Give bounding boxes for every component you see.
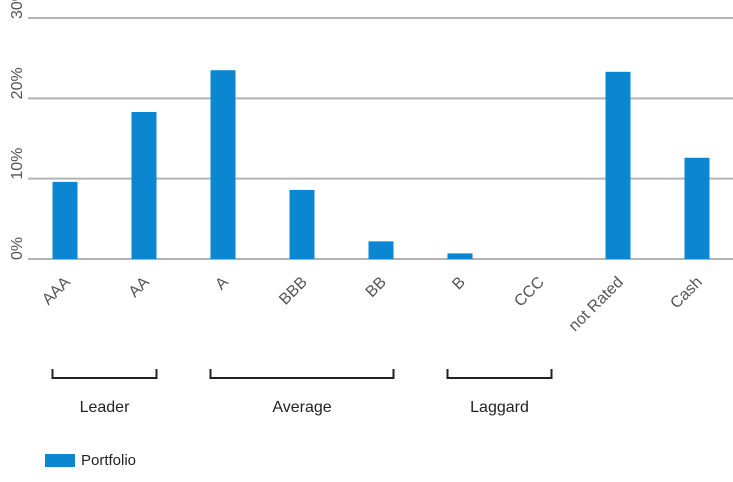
bar-aaa: [52, 181, 78, 259]
x-tick-label: A: [212, 274, 232, 294]
x-tick-label: Cash: [667, 274, 705, 312]
x-tick-label: AAA: [39, 274, 74, 309]
x-tick-label: CCC: [511, 274, 548, 311]
y-tick-labels: 0% 10% 20% 30%: [9, 0, 26, 260]
y-tick-label: 30%: [9, 0, 26, 19]
bar-bbb: [289, 189, 315, 259]
y-tick-label: 10%: [9, 148, 26, 180]
x-tick-label: BBB: [276, 274, 311, 309]
bar-b: [447, 253, 473, 259]
bar-aa: [131, 111, 157, 260]
bar-a: [210, 70, 236, 259]
group-bracket-laggard: [446, 369, 553, 379]
legend: Portfolio: [45, 452, 136, 469]
x-tick-label: not Rated: [566, 274, 627, 335]
group-bracket-leader: [51, 369, 158, 379]
bars: [52, 70, 710, 260]
x-tick-label: AA: [126, 274, 153, 301]
legend-swatch-portfolio: [45, 454, 75, 467]
group-bracket-average: [209, 369, 395, 379]
x-tick-label: BB: [363, 274, 390, 301]
x-tick-label: B: [449, 274, 469, 294]
bar-not-rated: [605, 71, 631, 259]
bar-bb: [368, 241, 394, 259]
group-label-leader: Leader: [80, 399, 130, 416]
y-tick-label: 0%: [9, 237, 26, 260]
x-tick-labels: AAA AA A BBB BB B CCC not Rated Cash: [39, 274, 706, 335]
group-label-laggard: Laggard: [470, 399, 529, 416]
category-groups: Leader Average Laggard: [51, 369, 553, 416]
bar-cash: [684, 157, 710, 259]
legend-label-portfolio: Portfolio: [81, 452, 137, 469]
y-tick-label: 20%: [9, 67, 26, 99]
group-label-average: Average: [272, 399, 331, 416]
